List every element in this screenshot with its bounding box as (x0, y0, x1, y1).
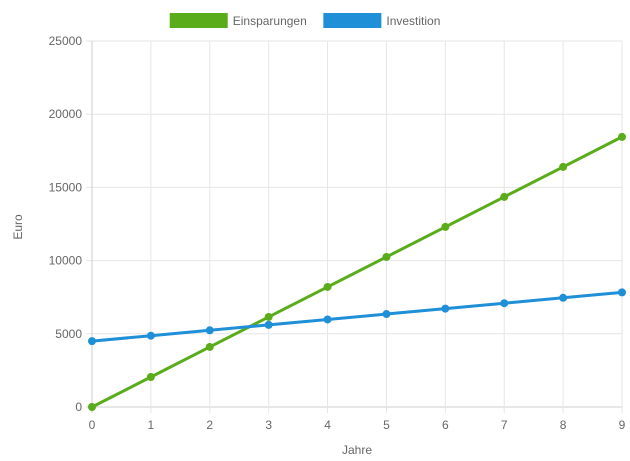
legend: Einsparungen Investition (169, 13, 440, 28)
legend-swatch (169, 13, 228, 28)
data-point[interactable] (618, 288, 626, 297)
x-tick-label: 8 (560, 418, 567, 432)
legend-swatch (323, 13, 382, 28)
grid (86, 40, 623, 413)
data-point[interactable] (559, 162, 568, 171)
series-2 (88, 288, 626, 346)
data-point[interactable] (323, 315, 332, 324)
x-tick-label: 9 (619, 418, 626, 432)
y-tick-label: 0 (75, 400, 82, 414)
x-axis-title: Jahre (342, 443, 372, 457)
x-tick-label: 4 (324, 418, 331, 432)
y-tick-label: 5000 (55, 327, 82, 341)
legend-label: Investition (386, 14, 440, 28)
y-tick-label: 25000 (49, 34, 83, 48)
legend-label: Einsparungen (233, 14, 307, 28)
x-tick-label: 6 (442, 418, 449, 432)
series-line (90, 290, 624, 343)
data-point[interactable] (88, 337, 96, 346)
x-axis-ticks: 0 1 2 3 4 5 6 7 8 9 (89, 418, 626, 432)
data-point[interactable] (88, 403, 96, 411)
y-tick-label: 15000 (49, 180, 83, 194)
y-tick-label: 10000 (49, 254, 83, 268)
data-point[interactable] (146, 372, 155, 381)
legend-item[interactable]: Investition (323, 13, 440, 28)
y-axis-title: Euro (11, 214, 25, 240)
data-point[interactable] (500, 299, 509, 308)
data-point[interactable] (559, 293, 568, 302)
data-point[interactable] (264, 312, 273, 321)
x-tick-label: 3 (265, 418, 272, 432)
data-point[interactable] (618, 132, 626, 141)
data-point[interactable] (382, 252, 391, 261)
data-point[interactable] (323, 282, 332, 291)
x-tick-label: 2 (206, 418, 213, 432)
data-point[interactable] (205, 326, 214, 335)
data-point[interactable] (205, 342, 214, 351)
data-point[interactable] (382, 310, 391, 319)
data-point[interactable] (441, 222, 450, 231)
y-axis-ticks: 0 5000 10000 15000 20000 25000 (49, 34, 83, 414)
data-point[interactable] (500, 192, 509, 201)
x-tick-label: 0 (89, 418, 96, 432)
series-1 (88, 132, 626, 411)
x-tick-label: 7 (501, 418, 508, 432)
x-tick-label: 1 (148, 418, 155, 432)
data-point[interactable] (264, 320, 273, 329)
data-point[interactable] (441, 304, 450, 313)
y-tick-label: 20000 (49, 107, 83, 121)
series-line (90, 135, 624, 409)
series-layer (88, 132, 626, 411)
legend-item[interactable]: Einsparungen (169, 13, 307, 28)
data-point[interactable] (146, 331, 155, 340)
x-tick-label: 5 (383, 418, 390, 432)
